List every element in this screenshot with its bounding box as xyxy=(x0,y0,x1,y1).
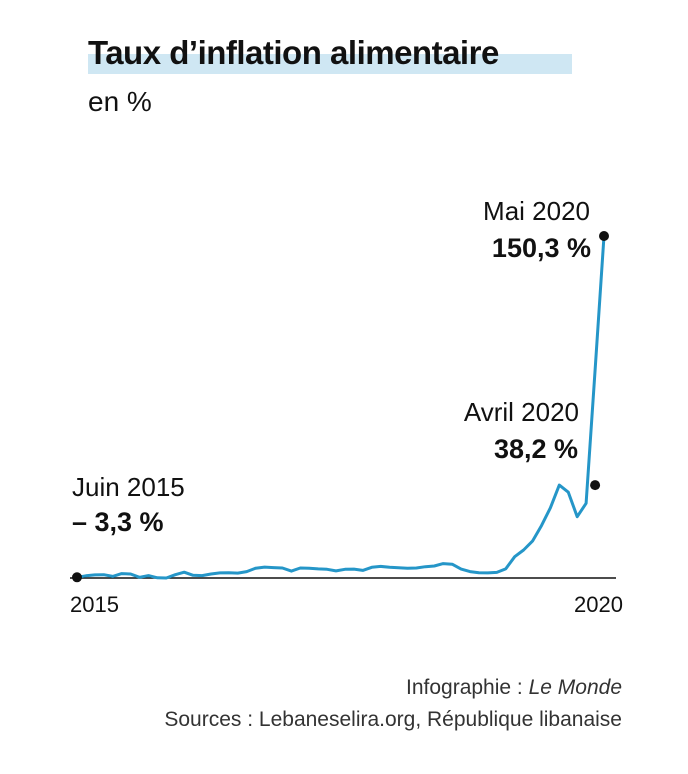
annotation-point-0 xyxy=(72,572,82,583)
x-tick-label-2015: 2015 xyxy=(70,592,119,617)
x-tick-label-2020: 2020 xyxy=(574,592,623,617)
series-line-inflation xyxy=(76,235,606,580)
chart-subtitle: en % xyxy=(88,86,152,117)
credit-infographie: Infographie : Le Monde xyxy=(406,676,622,700)
credit-sources: Sources : Lebaneselira.org, République l… xyxy=(164,708,622,731)
title-highlight-bar xyxy=(88,54,572,74)
credit-prefix: Infographie : xyxy=(406,676,529,699)
annotation-value-avril-2020: 38,2 % xyxy=(494,434,578,464)
annotation-value-mai-2020: 150,3 % xyxy=(492,233,591,263)
annotation-date-avril-2020: Avril 2020 xyxy=(464,397,579,427)
annotation-point-1 xyxy=(590,480,601,491)
series-layer xyxy=(72,231,609,583)
annotation-value-juin-2015: – 3,3 % xyxy=(72,507,164,537)
chart-title: Taux d’inflation alimentaire xyxy=(88,34,499,71)
credit-publisher: Le Monde xyxy=(528,676,622,699)
annotation-date-mai-2020: Mai 2020 xyxy=(483,196,590,226)
x-ticks-layer: 2015 2020 xyxy=(70,592,623,617)
annotation-point-2 xyxy=(599,231,609,241)
annotation-date-juin-2015: Juin 2015 xyxy=(72,472,185,502)
annotations-layer: Juin 2015 – 3,3 % Avril 2020 38,2 % Mai … xyxy=(72,196,591,537)
chart-title-wrap: Taux d’inflation alimentaire xyxy=(88,34,572,74)
line-chart: 2015 2020 Juin 2015 – 3,3 % Avril 2020 3… xyxy=(70,196,623,617)
